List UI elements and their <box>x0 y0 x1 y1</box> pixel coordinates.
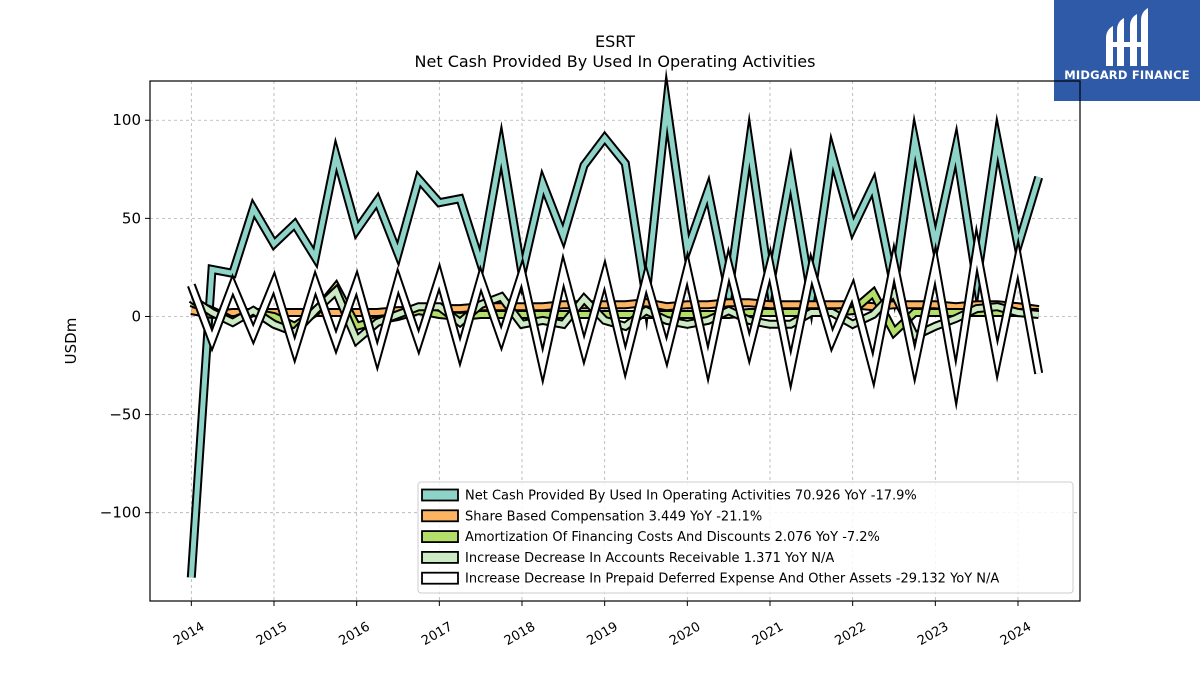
x-tick-label: 2021 <box>750 619 786 649</box>
logo-text: MIDGARD FINANCE <box>1064 68 1190 82</box>
x-tick-label: 2015 <box>254 619 290 649</box>
legend-label: Increase Decrease In Prepaid Deferred Ex… <box>465 572 999 587</box>
x-tick-label: 2017 <box>419 619 455 649</box>
y-axis: 100 50 0 −50 −100 <box>100 111 150 522</box>
legend-swatch <box>421 509 459 523</box>
series-line <box>188 234 1042 399</box>
y-axis-label: USDm <box>62 318 80 365</box>
legend-swatch <box>421 551 459 564</box>
x-tick-label: 2019 <box>585 619 621 649</box>
legend-label: Increase Decrease In Accounts Receivable… <box>465 551 834 566</box>
chart-title: ESRT Net Cash Provided By Used In Operat… <box>150 32 1080 72</box>
x-tick-label: 2016 <box>337 619 373 649</box>
y-tick-label: 0 <box>131 307 141 325</box>
legend-item: Increase Decrease In Prepaid Deferred Ex… <box>421 571 999 587</box>
legend: Net Cash Provided By Used In Operating A… <box>417 481 1074 594</box>
midgard-logo-icon <box>1106 8 1148 66</box>
legend-swatch <box>421 571 459 585</box>
y-tick-label: −100 <box>100 504 141 522</box>
x-tick-label: 2022 <box>833 619 869 649</box>
legend-label: Amortization Of Financing Costs And Disc… <box>465 530 880 545</box>
legend-swatch <box>421 488 459 502</box>
chart-ticker: ESRT <box>595 32 635 51</box>
x-tick-label: 2014 <box>171 619 207 649</box>
brand-logo: MIDGARD FINANCE <box>1054 0 1200 101</box>
x-axis: 2014 2015 2016 2017 2018 2019 2020 2021 2022 2023… <box>171 601 1034 649</box>
legend-label: Net Cash Provided By Used In Operating A… <box>465 489 917 504</box>
y-tick-label: 50 <box>122 209 141 227</box>
y-tick-label: 100 <box>112 111 141 129</box>
legend-swatch <box>421 530 459 543</box>
legend-item: Amortization Of Financing Costs And Disc… <box>421 530 880 545</box>
series-5 <box>187 223 1044 411</box>
legend-label: Share Based Compensation 3.449 YoY -21.1… <box>465 509 762 524</box>
x-tick-label: 2020 <box>667 619 703 649</box>
x-tick-label: 2024 <box>998 619 1034 649</box>
plot-frame <box>149 80 1081 602</box>
legend-item: Share Based Compensation 3.449 YoY -21.1… <box>421 509 762 524</box>
y-tick-label: −50 <box>109 406 141 424</box>
legend-box <box>417 481 1074 594</box>
x-tick-label: 2018 <box>502 619 538 649</box>
legend-item: Net Cash Provided By Used In Operating A… <box>421 488 917 504</box>
legend-item: Increase Decrease In Accounts Receivable… <box>421 551 834 566</box>
series-layer <box>186 68 1044 578</box>
chart-subtitle: Net Cash Provided By Used In Operating A… <box>414 52 816 71</box>
x-tick-label: 2023 <box>915 619 951 649</box>
